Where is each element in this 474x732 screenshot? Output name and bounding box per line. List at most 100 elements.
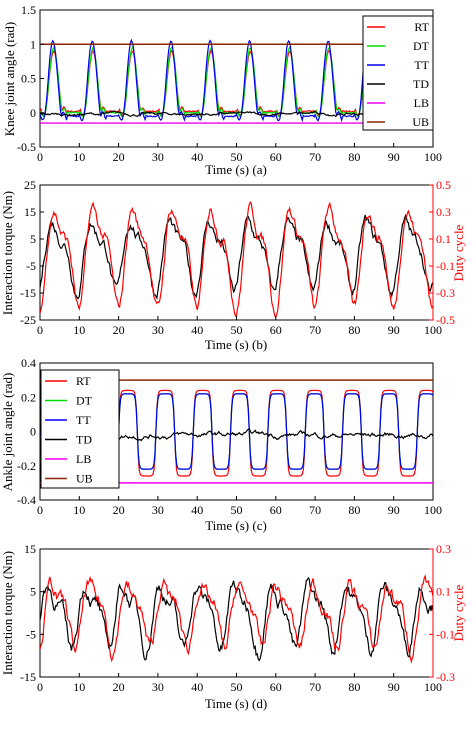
- panel-a-xtick-label: 20: [113, 150, 125, 164]
- panel-c-ytick-label: 0.4: [21, 356, 36, 370]
- panel-c-legend-label-lb: LB: [76, 452, 91, 466]
- panel-b-xtick-label: 10: [73, 323, 85, 337]
- panel-a-xtick-label: 10: [73, 150, 85, 164]
- panel-b-xlabel: Time (s) (b): [205, 337, 267, 352]
- panel-a-xtick-label: 50: [231, 150, 243, 164]
- panel-b-y2ticks: -0.5 -0.3 -0.1 0.1 0.3 0.5: [429, 178, 455, 327]
- panel-d-series: [40, 573, 433, 664]
- panel-d-y2tick-label: -0.3: [436, 670, 455, 684]
- panel-b-series-duty-cycle-line: [40, 201, 433, 319]
- panel-d-xtick-label: 20: [113, 680, 125, 694]
- panel-c-legend-box: [40, 369, 120, 489]
- panel-d-ytick-label: 5: [30, 585, 36, 599]
- panel-a-legend-box: [362, 15, 434, 131]
- panel-a-legend-label-td: TD: [413, 77, 429, 91]
- panel-c-ytick-label: 0.2: [21, 390, 36, 404]
- panel-b-yticks: -25 -15 -5 5 15 25: [20, 178, 44, 327]
- panel-a-xtick-label: 80: [348, 150, 360, 164]
- panel-b-ytick-label: -5: [26, 259, 36, 273]
- panel-c-legend: RT DT TT TD LB UB: [40, 369, 120, 489]
- panel-c-legend-label-rt: RT: [76, 374, 91, 388]
- panel-d-xticks: 0 10 20 30 40 50 60 70 80 90 100: [37, 673, 442, 694]
- panel-c: 0 10 20 30 40 50 60 70 80 90 100 -0.4 -0.2 0 0.2 0.4 T…: [0, 356, 442, 533]
- panel-a-xtick-label: 100: [424, 150, 442, 164]
- panel-c-legend-label-tt: TT: [76, 413, 91, 427]
- panel-d-y2tick-label: 0.1: [436, 585, 451, 599]
- panel-b-xtick-label: 40: [191, 323, 203, 337]
- panel-a-series-tt-line: [40, 38, 367, 123]
- panel-a-xtick-label: 0: [37, 150, 43, 164]
- panel-d-xlabel: Time (s) (d): [205, 696, 267, 711]
- panel-b-y2tick-label: -0.1: [436, 259, 455, 273]
- panel-b-xtick-label: 20: [113, 323, 125, 337]
- panel-b: 0 10 20 30 40 50 60 70 80 90 100 -25 -15 -5 5 15 25 -0.…: [0, 178, 466, 352]
- panel-c-xticks: 0 10 20 30 40 50 60 70 80 90 100: [37, 496, 442, 517]
- panel-a-xtick-label: 40: [191, 150, 203, 164]
- panel-a-ytick-label: 1: [30, 37, 36, 51]
- panel-d: 0 10 20 30 40 50 60 70 80 90 100 -15 -5 5 15 -0.3 -0.1…: [0, 542, 466, 711]
- panel-c-xtick-label: 70: [309, 503, 321, 517]
- panel-c-xtick-label: 0: [37, 503, 43, 517]
- panel-c-xtick-label: 100: [424, 503, 442, 517]
- panel-a: 0 10 20 30 40 50 60 70 80 90 100 -0.500.511.5 Time…: [2, 3, 442, 177]
- panel-c-xtick-label: 10: [73, 503, 85, 517]
- panel-c-legend-label-ub: UB: [76, 472, 93, 486]
- panel-a-ylabel: Knee joint angle (rad): [2, 22, 17, 136]
- panel-b-series-torque-line: [40, 213, 433, 300]
- panel-c-yticks: -0.4 -0.2 0 0.2 0.4: [17, 356, 44, 507]
- panel-d-xtick-label: 60: [270, 680, 282, 694]
- panel-c-xtick-label: 20: [113, 503, 125, 517]
- panel-b-ytick-label: 15: [24, 205, 36, 219]
- panel-a-xtick-label: 30: [152, 150, 164, 164]
- panel-a-ytick-label: 0.5: [21, 72, 36, 86]
- panel-a-xlabel: Time (s) (a): [205, 162, 267, 177]
- panel-a-xticks: 0 10 20 30 40 50 60 70 80 90 100: [37, 143, 442, 164]
- panel-c-xlabel: Time (s) (c): [205, 518, 267, 533]
- panel-c-xtick-label: 40: [191, 503, 203, 517]
- panel-c-xtick-label: 30: [152, 503, 164, 517]
- panel-b-xtick-label: 80: [348, 323, 360, 337]
- panel-b-xticks: 0 10 20 30 40 50 60 70 80 90 100: [37, 316, 442, 337]
- panel-d-xtick-label: 50: [231, 680, 243, 694]
- panel-d-ytick-label: 15: [24, 542, 36, 556]
- panel-d-xtick-label: 100: [424, 680, 442, 694]
- panel-d-y2tick-label: 0.3: [436, 542, 451, 556]
- panel-b-y2tick-label: -0.5: [436, 313, 455, 327]
- panel-b-ytick-label: 25: [24, 178, 36, 192]
- panel-a-legend-label-dt: DT: [413, 39, 430, 53]
- panel-c-xtick-label: 90: [388, 503, 400, 517]
- panel-a-ytick-label: 1.5: [21, 3, 36, 17]
- panel-b-xtick-label: 90: [388, 323, 400, 337]
- panel-b-ylabel: Interaction torque (Nm): [0, 191, 15, 315]
- panel-d-ytick-label: -15: [20, 670, 36, 684]
- panel-b-xtick-label: 60: [270, 323, 282, 337]
- panel-d-xtick-label: 40: [191, 680, 203, 694]
- panel-b-xtick-label: 100: [424, 323, 442, 337]
- panel-b-ytick-label: -15: [20, 286, 36, 300]
- panel-d-xtick-label: 0: [37, 680, 43, 694]
- panel-a-xtick-label: 90: [388, 150, 400, 164]
- panel-c-xtick-label: 80: [348, 503, 360, 517]
- panel-a-legend-label-tt: TT: [414, 58, 429, 72]
- panel-c-ytick-label: -0.2: [17, 459, 36, 473]
- panel-d-yticks: -15 -5 5 15: [20, 542, 44, 684]
- panel-a-legend: RT DT TT TD LB UB: [362, 15, 434, 131]
- panel-b-xtick-label: 0: [37, 323, 43, 337]
- panel-c-legend-label-td: TD: [76, 433, 92, 447]
- panel-c-xtick-label: 50: [231, 503, 243, 517]
- panel-c-xtick-label: 60: [270, 503, 282, 517]
- panel-c-ytick-label: 0: [30, 425, 36, 439]
- panel-a-xtick-label: 60: [270, 150, 282, 164]
- panel-d-ytick-label: -5: [26, 627, 36, 641]
- panel-c-ylabel: Ankle joint angle (rad): [0, 373, 15, 492]
- panel-a-legend-label-lb: LB: [414, 96, 429, 110]
- panel-d-xtick-label: 30: [152, 680, 164, 694]
- panel-d-y2label: Duty cycle: [451, 584, 466, 641]
- panel-b-xtick-label: 70: [309, 323, 321, 337]
- panel-d-xtick-label: 80: [348, 680, 360, 694]
- panel-b-y2tick-label: -0.3: [436, 286, 455, 300]
- panel-b-y2tick-label: 0.3: [436, 205, 451, 219]
- panel-c-legend-label-dt: DT: [76, 394, 93, 408]
- panel-b-y2tick-label: 0.5: [436, 178, 451, 192]
